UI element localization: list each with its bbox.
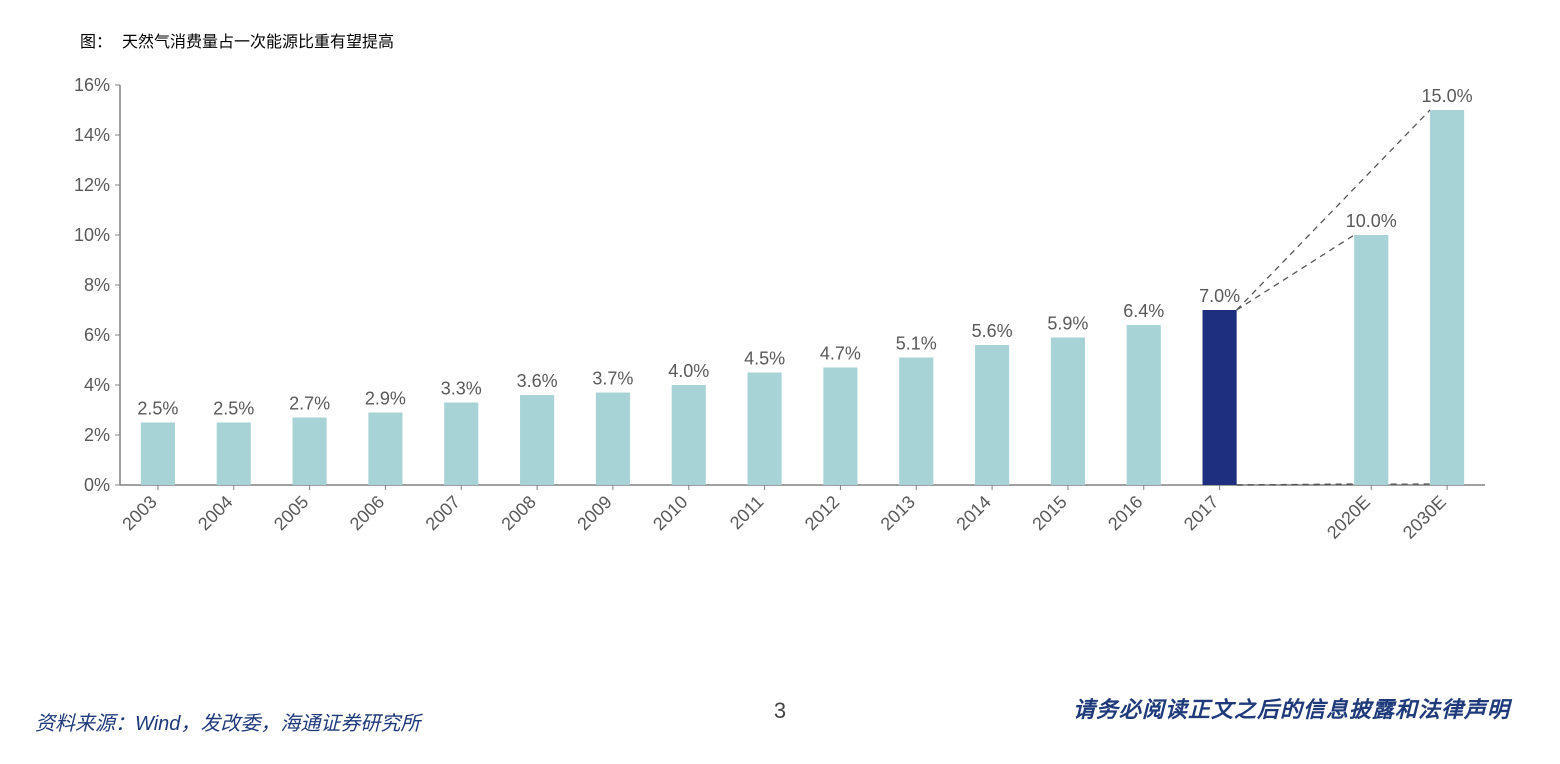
svg-text:3.3%: 3.3% <box>441 379 482 399</box>
chart-area: 0% 2% 4% 6% 8% 10% 12% 14% 16% 2.5% 2003 2.5% 2004 2.… <box>65 70 1495 560</box>
bar <box>217 423 251 486</box>
svg-text:8%: 8% <box>84 275 110 295</box>
svg-text:2015: 2015 <box>1028 492 1070 534</box>
svg-text:5.1%: 5.1% <box>896 334 937 354</box>
svg-text:6.4%: 6.4% <box>1123 301 1164 321</box>
svg-text:2016: 2016 <box>1104 492 1146 534</box>
svg-text:3.6%: 3.6% <box>517 371 558 391</box>
svg-text:3.7%: 3.7% <box>592 369 633 389</box>
bar <box>444 403 478 486</box>
bar <box>520 395 554 485</box>
bar <box>899 358 933 486</box>
source-label: 资料来源： <box>35 713 135 735</box>
svg-text:2020E: 2020E <box>1323 492 1374 543</box>
bar <box>1203 310 1237 485</box>
title-prefix: 图： <box>80 28 112 52</box>
svg-text:2005: 2005 <box>270 492 312 534</box>
svg-text:12%: 12% <box>74 175 110 195</box>
title-text: 天然气消费量占一次能源比重有望提高 <box>122 28 394 52</box>
svg-text:2014: 2014 <box>952 492 994 534</box>
disclaimer-text: 请务必阅读正文之后的信息披露和法律声明 <box>1073 692 1510 724</box>
source-line: 资料来源：Wind，发改委，海通证券研究所 <box>35 707 420 736</box>
svg-text:0%: 0% <box>84 475 110 495</box>
svg-text:2.5%: 2.5% <box>137 399 178 419</box>
svg-text:2007: 2007 <box>422 492 464 534</box>
svg-text:2%: 2% <box>84 425 110 445</box>
svg-text:5.9%: 5.9% <box>1047 314 1088 334</box>
svg-text:2013: 2013 <box>877 492 919 534</box>
svg-text:4.5%: 4.5% <box>744 349 785 369</box>
bar <box>1354 235 1388 485</box>
svg-text:2004: 2004 <box>194 492 236 534</box>
svg-text:2.5%: 2.5% <box>213 399 254 419</box>
bar <box>748 373 782 486</box>
svg-text:4%: 4% <box>84 375 110 395</box>
svg-text:2008: 2008 <box>497 492 539 534</box>
svg-text:4.7%: 4.7% <box>820 344 861 364</box>
bar <box>293 418 327 486</box>
svg-text:5.6%: 5.6% <box>972 321 1013 341</box>
svg-text:10.0%: 10.0% <box>1346 211 1397 231</box>
svg-text:7.0%: 7.0% <box>1199 286 1240 306</box>
svg-text:14%: 14% <box>74 125 110 145</box>
svg-text:2010: 2010 <box>649 492 691 534</box>
svg-text:4.0%: 4.0% <box>668 361 709 381</box>
bar <box>1430 110 1464 485</box>
bar <box>1051 338 1085 486</box>
svg-text:15.0%: 15.0% <box>1422 86 1473 106</box>
svg-text:2030E: 2030E <box>1399 492 1450 543</box>
svg-text:2006: 2006 <box>346 492 388 534</box>
chart-title: 图： 天然气消费量占一次能源比重有望提高 <box>80 28 394 52</box>
bar <box>1127 325 1161 485</box>
svg-text:16%: 16% <box>74 75 110 95</box>
bar <box>141 423 175 486</box>
bar-chart: 0% 2% 4% 6% 8% 10% 12% 14% 16% 2.5% 2003 2.5% 2004 2.… <box>65 70 1495 560</box>
svg-text:2011: 2011 <box>726 492 768 534</box>
svg-text:2.7%: 2.7% <box>289 394 330 414</box>
svg-text:2003: 2003 <box>118 492 160 534</box>
svg-text:10%: 10% <box>74 225 110 245</box>
svg-text:2017: 2017 <box>1180 492 1222 534</box>
svg-text:6%: 6% <box>84 325 110 345</box>
svg-text:2.9%: 2.9% <box>365 389 406 409</box>
bar <box>823 368 857 486</box>
bar <box>672 385 706 485</box>
bar <box>596 393 630 486</box>
svg-text:2009: 2009 <box>573 492 615 534</box>
source-text: Wind，发改委，海通证券研究所 <box>135 713 420 735</box>
page-number: 3 <box>774 698 786 724</box>
svg-text:2012: 2012 <box>801 492 843 534</box>
bar <box>368 413 402 486</box>
bar <box>975 345 1009 485</box>
